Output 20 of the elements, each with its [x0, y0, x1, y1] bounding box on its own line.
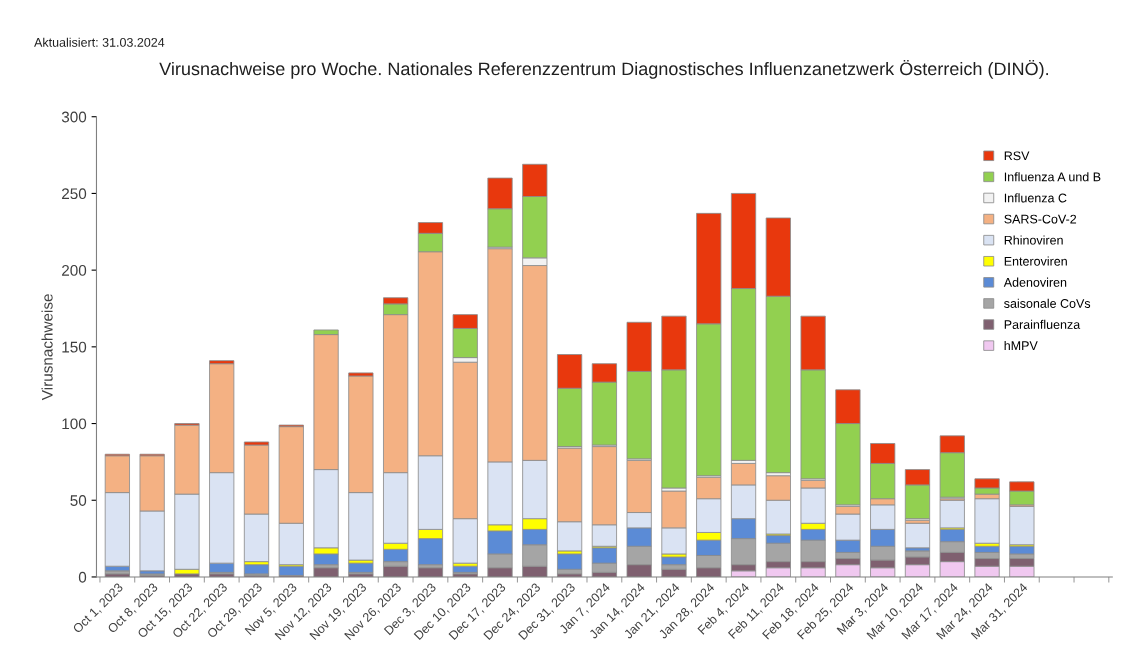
- y-tick-label: 150: [62, 341, 87, 353]
- legend-label: Rhinoviren: [1004, 235, 1063, 245]
- y-tick-label: 250: [62, 188, 87, 200]
- y-tick-label: 200: [62, 265, 87, 276]
- legend-label: Adenoviren: [1003, 277, 1067, 287]
- y-axis-title: Virusnachweise: [41, 294, 53, 401]
- legend-label: SARS-CoV-2: [1004, 214, 1077, 224]
- y-tick-label: 0: [78, 571, 87, 583]
- legend-label: Influenza A und B: [1004, 172, 1101, 182]
- y-tick-label: 100: [62, 418, 87, 430]
- legend-label: Enteroviren: [1004, 256, 1067, 266]
- legend-label: Influenza C: [1004, 193, 1067, 203]
- legend-label: RSV: [1004, 151, 1030, 161]
- chart-title: Virusnachweise pro Woche. Nationales Referenzzentrum Diagnostisches Influenzanetzwerk Österreich (DINÖ).: [159, 59, 1049, 79]
- y-tick-label: 300: [61, 111, 87, 123]
- legend-label: Parainfluenza: [1004, 319, 1081, 329]
- legend-label: saisonale CoVs: [1004, 298, 1091, 308]
- y-tick-label: 50: [70, 495, 87, 506]
- text: Aktualisiert: 31.03.2024: [34, 37, 165, 47]
- legend-label: hMPV: [1004, 340, 1038, 350]
